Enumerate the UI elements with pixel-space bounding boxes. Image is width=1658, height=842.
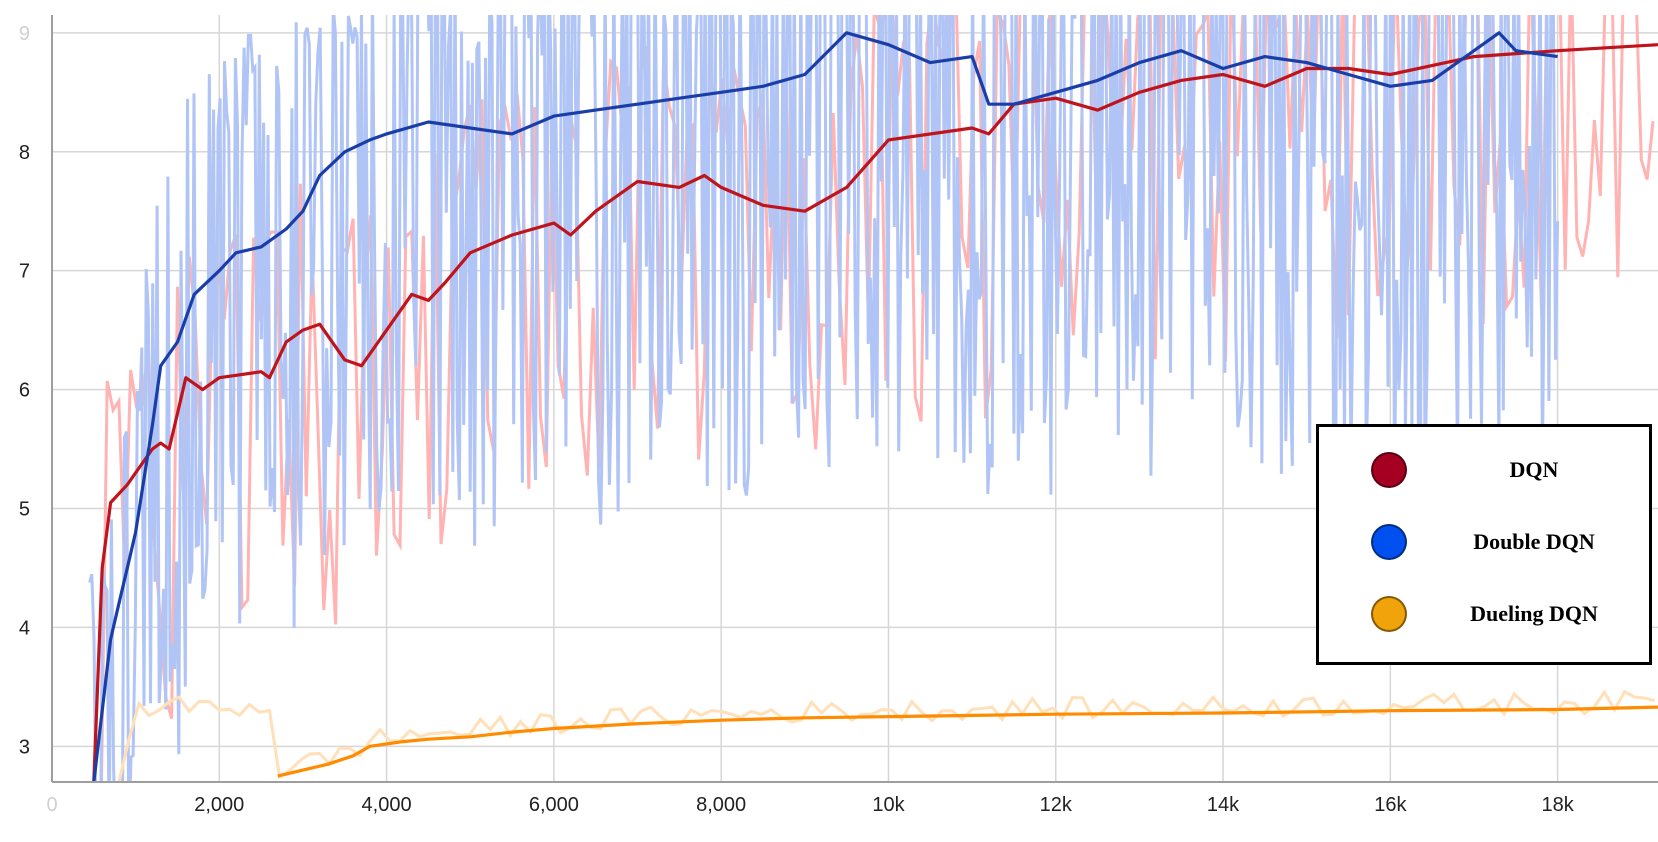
legend-item-dueling-dqn: Dueling DQN: [1319, 593, 1649, 637]
legend-item-double-dqn: Double DQN: [1319, 521, 1649, 565]
legend-item-dqn: DQN: [1319, 449, 1649, 493]
y-tick-label-5: 5: [19, 498, 30, 520]
y-tick-label-6: 6: [19, 380, 30, 402]
raw-noisy-series: [88, 15, 1656, 782]
legend-label-dqn: DQN: [1509, 457, 1559, 482]
x-tick-label-8-000: 8,000: [696, 794, 746, 816]
legend: DQN Double DQN Dueling DQN: [1316, 424, 1652, 665]
raw-line-dueling-dqn: [117, 689, 1656, 782]
series-line-double-dqn: [92, 31, 1558, 782]
x-tick-label-0: 0: [46, 794, 57, 816]
y-tick-label-8: 8: [19, 142, 30, 164]
y-tick-label-9: 9: [19, 23, 30, 45]
y-tick-label-4: 4: [19, 617, 30, 639]
legend-swatch-dqn: [1371, 452, 1407, 488]
x-tick-label-4-000: 4,000: [362, 794, 412, 816]
legend-label-double-dqn: Double DQN: [1473, 529, 1595, 554]
legend-swatch-dueling-dqn: [1371, 596, 1407, 632]
x-tick-label-10k: 10k: [872, 794, 905, 816]
y-tick-label-3: 3: [19, 736, 30, 758]
y-axis-ticks: 3 4 5 6 7 8 9: [19, 23, 30, 758]
x-tick-label-18k: 18k: [1542, 794, 1575, 816]
y-tick-label-7: 7: [19, 261, 30, 283]
smoothed-series: [92, 31, 1658, 782]
series-line-dqn: [92, 43, 1658, 782]
series-line-dueling-dqn: [277, 705, 1658, 778]
axes: [51, 15, 1658, 783]
x-tick-label-12k: 12k: [1040, 794, 1073, 816]
raw-line-double-dqn: [88, 15, 1560, 782]
legend-swatch-double-dqn: [1371, 524, 1407, 560]
x-tick-label-2-000: 2,000: [194, 794, 244, 816]
x-axis-ticks: 0 2,000 4,000 6,000 8,000 10k 12k 14k 16k 18k: [46, 794, 1574, 816]
x-tick-label-16k: 16k: [1374, 794, 1407, 816]
x-tick-label-6-000: 6,000: [529, 794, 579, 816]
legend-label-dueling-dqn: Dueling DQN: [1470, 601, 1598, 626]
x-tick-label-14k: 14k: [1207, 794, 1240, 816]
